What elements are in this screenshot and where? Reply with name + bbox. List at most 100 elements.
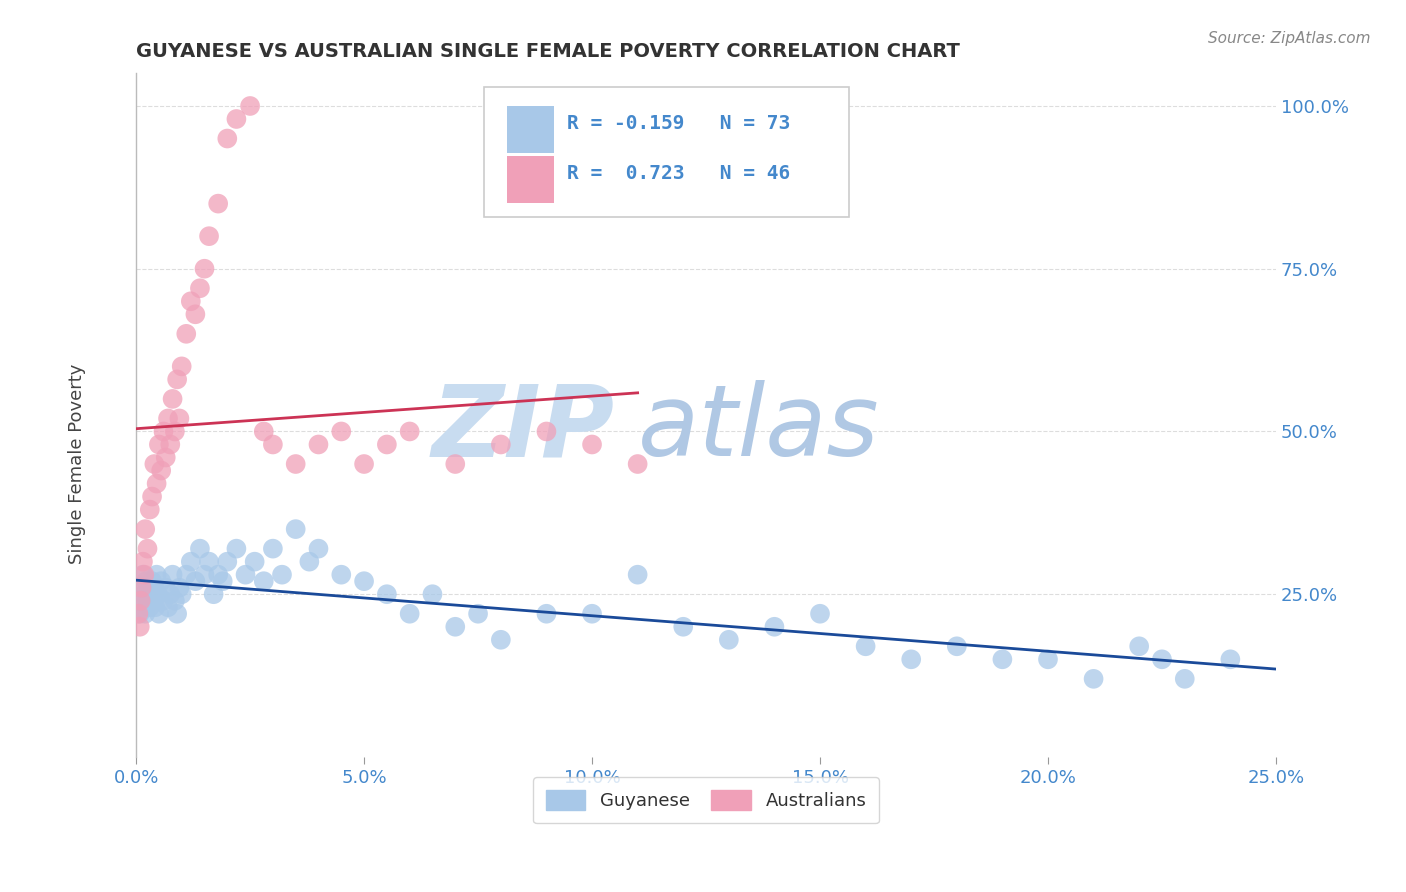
Point — [166, 372, 188, 386]
Text: atlas: atlas — [638, 380, 879, 477]
Point — [198, 229, 221, 244]
Point — [188, 541, 211, 556]
Point — [1150, 652, 1173, 666]
Point — [271, 567, 294, 582]
Point — [128, 620, 150, 634]
Point — [330, 425, 353, 439]
Point — [184, 307, 207, 321]
Text: Source: ZipAtlas.com: Source: ZipAtlas.com — [1208, 31, 1371, 46]
Point — [141, 574, 163, 589]
Point — [155, 450, 177, 465]
Point — [235, 567, 257, 582]
Point — [211, 574, 233, 589]
Point — [135, 574, 157, 589]
Point — [225, 112, 247, 126]
Point — [162, 392, 184, 406]
Point — [134, 567, 156, 582]
Point — [225, 541, 247, 556]
Point — [180, 294, 202, 309]
Point — [152, 593, 174, 607]
Point — [129, 581, 152, 595]
Text: ZIP: ZIP — [432, 380, 614, 477]
Point — [193, 567, 215, 582]
Point — [717, 632, 740, 647]
FancyBboxPatch shape — [484, 87, 848, 217]
Point — [536, 607, 558, 621]
Point — [398, 607, 420, 621]
Point — [308, 437, 330, 451]
Point — [489, 632, 512, 647]
Point — [217, 131, 239, 145]
Point — [174, 326, 197, 341]
Point — [150, 574, 173, 589]
Point — [170, 587, 193, 601]
Point — [155, 581, 177, 595]
Point — [184, 574, 207, 589]
Point — [134, 607, 156, 621]
Point — [143, 600, 166, 615]
Point — [398, 425, 420, 439]
Point — [131, 581, 153, 595]
Point — [141, 490, 163, 504]
Point — [375, 587, 398, 601]
Point — [946, 640, 969, 654]
Point — [150, 463, 173, 477]
Point — [127, 607, 149, 621]
Point — [146, 587, 169, 601]
Point — [239, 99, 262, 113]
Point — [157, 411, 180, 425]
Point — [1036, 652, 1059, 666]
Point — [169, 411, 191, 425]
Point — [145, 567, 167, 582]
Point — [298, 555, 321, 569]
Point — [1128, 640, 1150, 654]
Point — [253, 574, 276, 589]
Point — [262, 541, 284, 556]
Point — [163, 593, 186, 607]
Point — [207, 567, 229, 582]
Point — [132, 567, 155, 582]
Point — [422, 587, 444, 601]
Point — [188, 281, 211, 295]
Point — [284, 457, 307, 471]
Point — [163, 425, 186, 439]
Point — [672, 620, 695, 634]
Point — [136, 593, 159, 607]
Point — [180, 555, 202, 569]
Point — [217, 555, 239, 569]
Point — [152, 425, 174, 439]
Point — [131, 600, 153, 615]
Text: GUYANESE VS AUSTRALIAN SINGLE FEMALE POVERTY CORRELATION CHART: GUYANESE VS AUSTRALIAN SINGLE FEMALE POV… — [136, 42, 960, 61]
Point — [489, 437, 512, 451]
Point — [143, 457, 166, 471]
Point — [157, 600, 180, 615]
Point — [139, 600, 162, 615]
Point — [132, 555, 155, 569]
Point — [170, 359, 193, 374]
Text: R =  0.723   N = 46: R = 0.723 N = 46 — [567, 164, 790, 184]
Point — [193, 261, 215, 276]
Point — [581, 437, 603, 451]
Point — [308, 541, 330, 556]
Point — [808, 607, 831, 621]
Point — [174, 567, 197, 582]
Point — [134, 522, 156, 536]
Point — [198, 555, 221, 569]
Point — [166, 607, 188, 621]
Point — [145, 476, 167, 491]
Point — [253, 425, 276, 439]
Point — [129, 593, 152, 607]
Point — [1174, 672, 1197, 686]
Point — [855, 640, 877, 654]
Point — [169, 581, 191, 595]
Point — [243, 555, 266, 569]
Point — [375, 437, 398, 451]
Point — [900, 652, 922, 666]
Point — [148, 607, 170, 621]
Point — [138, 581, 160, 595]
Point — [127, 593, 149, 607]
Point — [284, 522, 307, 536]
Point — [353, 457, 375, 471]
Point — [262, 437, 284, 451]
Point — [139, 587, 162, 601]
